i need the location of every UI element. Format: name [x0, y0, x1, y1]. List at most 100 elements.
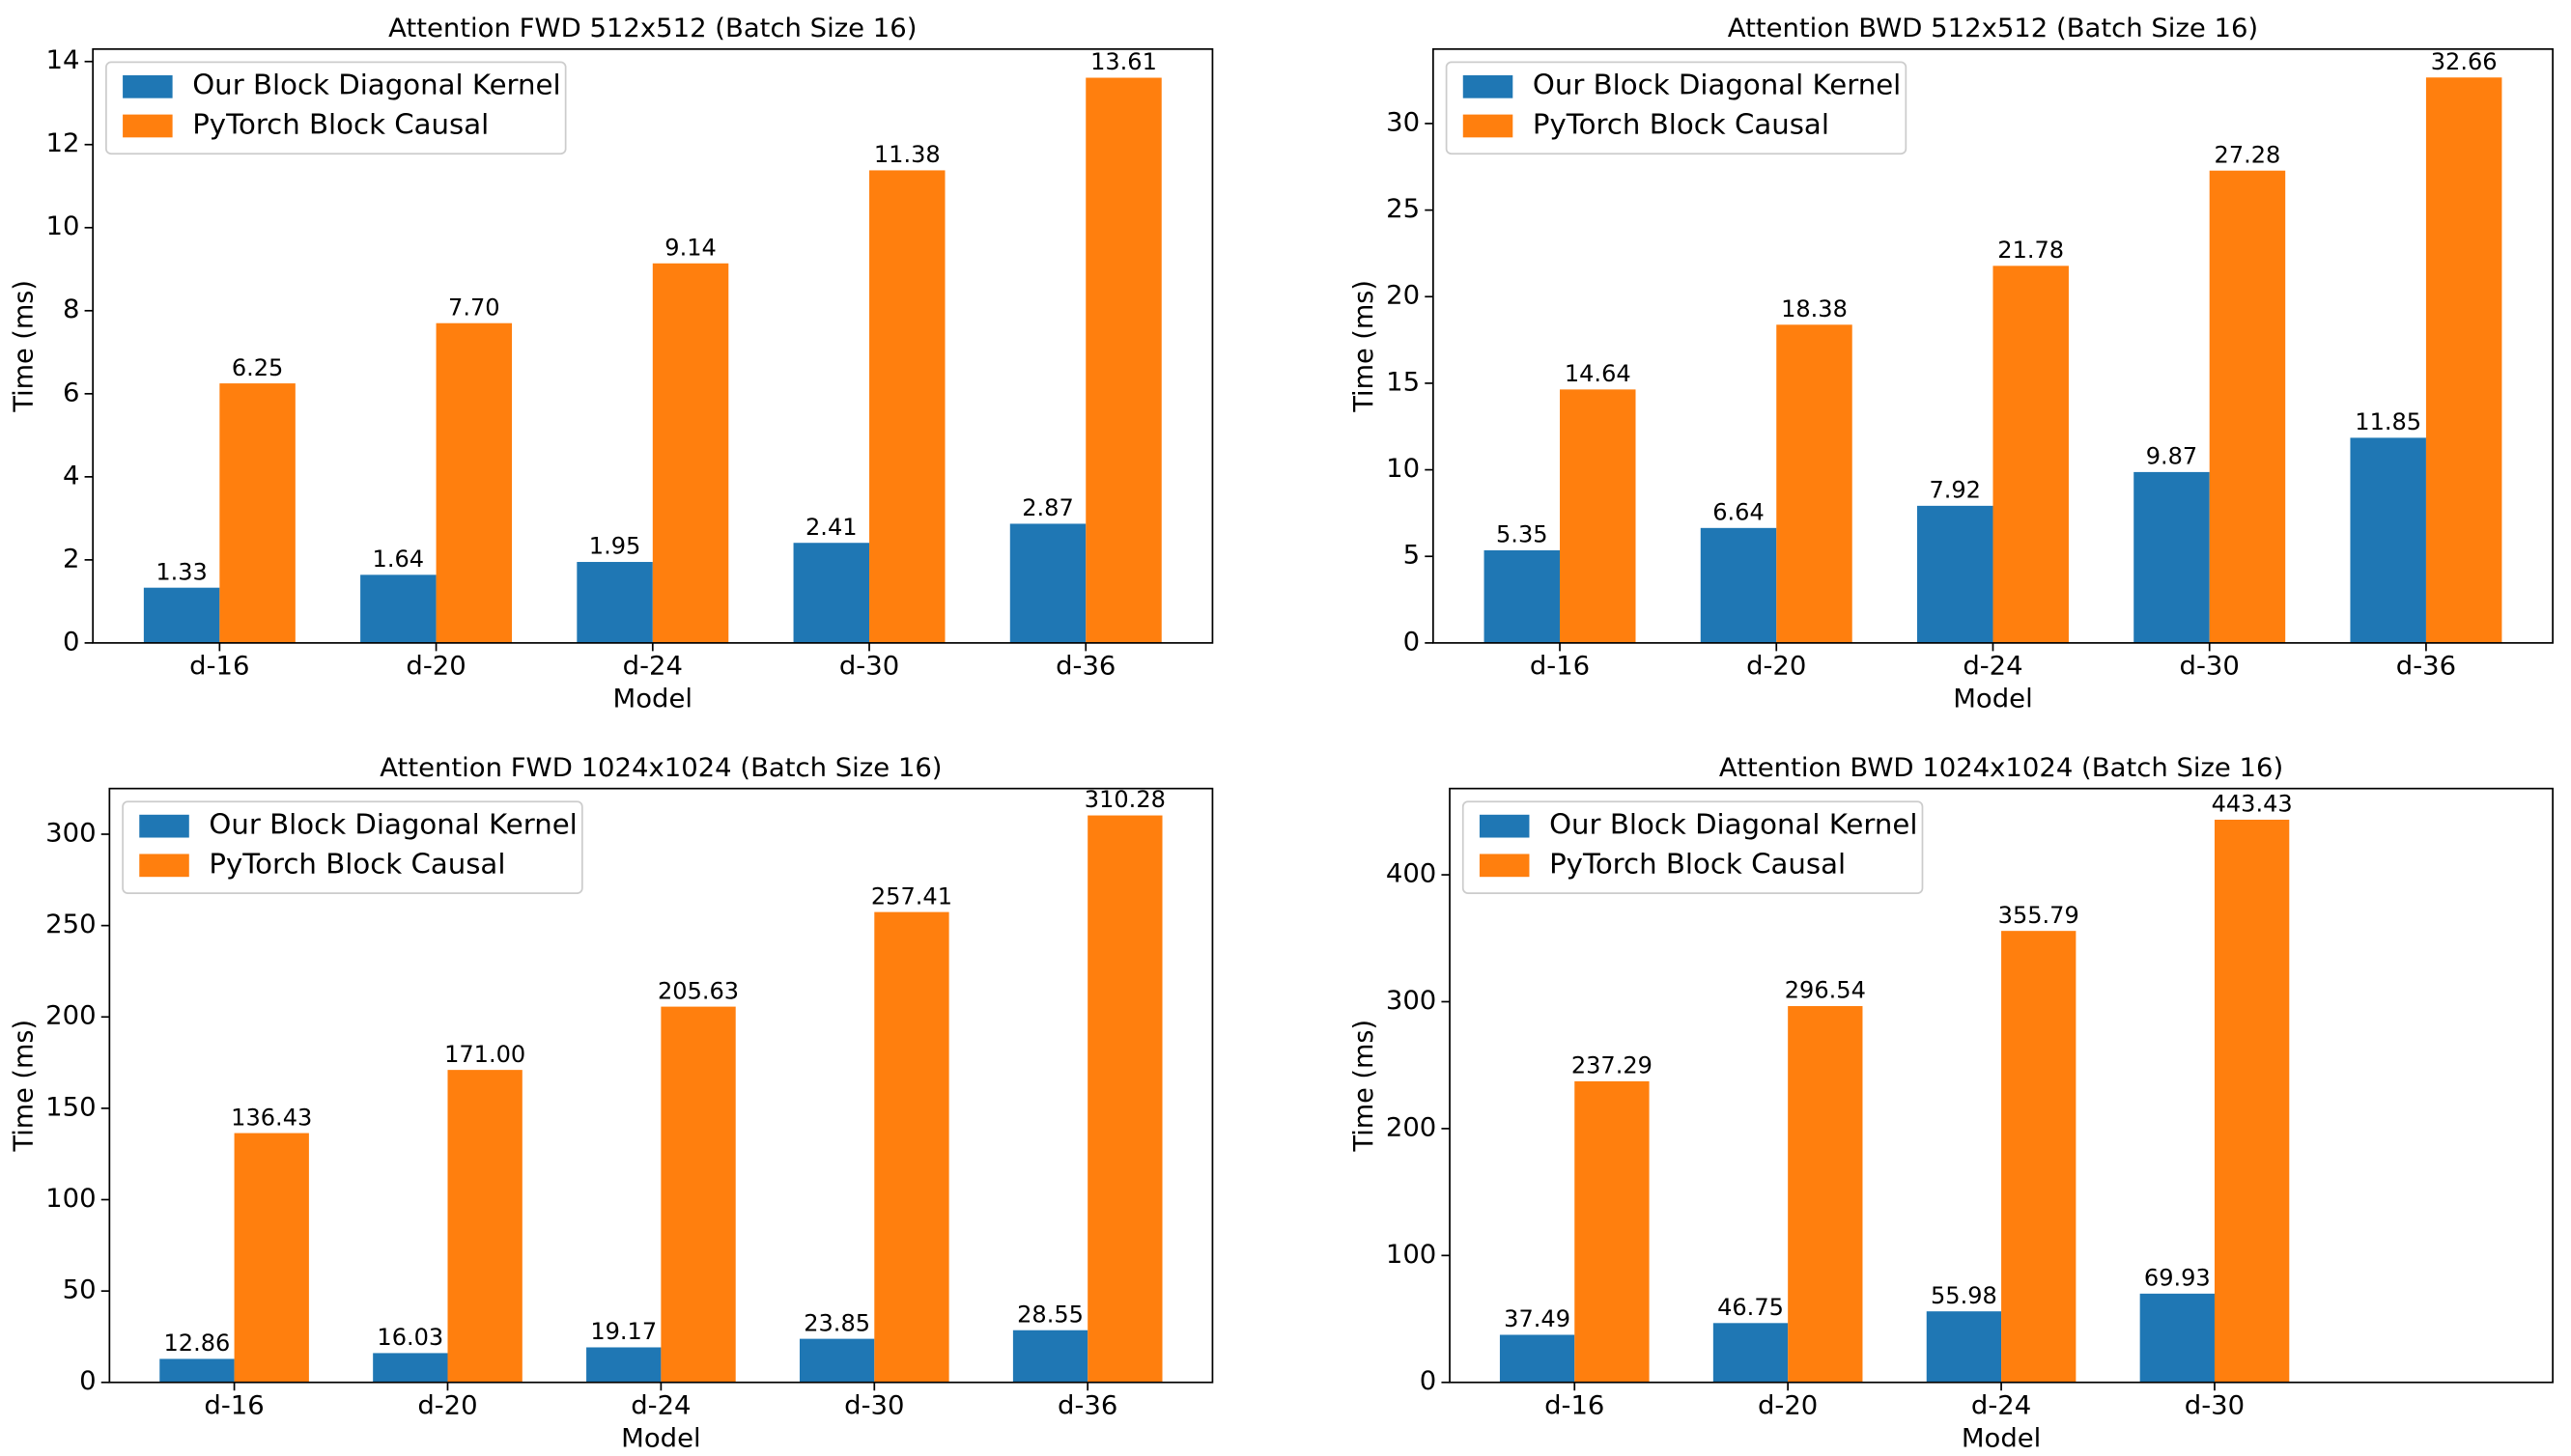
value-label: 7.92: [1929, 477, 1981, 504]
value-label: 5.35: [1496, 521, 1548, 548]
value-label: 2.87: [1022, 494, 1074, 521]
value-label: 1.64: [373, 546, 425, 573]
value-label: 32.66: [2431, 48, 2498, 75]
plot-frame: [108, 787, 1214, 1384]
bar: [2133, 471, 2210, 643]
value-label: 13.61: [1090, 48, 1157, 75]
bar: [869, 170, 946, 643]
value-label: 257.41: [871, 882, 952, 910]
y-tick-label: 300: [45, 819, 96, 849]
bar: [1712, 1323, 1789, 1383]
x-tick-label: d-20: [406, 652, 466, 682]
x-tick-label: d-24: [1971, 1391, 2031, 1421]
plot-frame: [1431, 47, 2554, 644]
value-label: 69.93: [2144, 1265, 2211, 1292]
value-label: 21.78: [1997, 237, 2064, 264]
chart-title: Attention FWD 512x512 (Batch Size 16): [388, 14, 917, 43]
x-axis-label: Model: [613, 685, 692, 714]
y-tick-label: 50: [63, 1275, 97, 1305]
value-label: 1.33: [155, 559, 208, 586]
chart-title: Attention FWD 1024x1024 (Batch Size 16): [380, 753, 942, 783]
bar: [874, 911, 949, 1383]
value-label: 9.14: [664, 235, 717, 262]
bar: [1700, 527, 1777, 643]
panel: Attention FWD 512x512 (Batch Size 16) 0 2 4…: [9, 14, 1214, 714]
legend-box: [1445, 61, 1907, 155]
y-tick-label: 200: [45, 1001, 96, 1031]
x-tick-label: d-30: [844, 1391, 904, 1421]
x-tick-label: d-24: [623, 652, 683, 682]
x-tick-label: d-30: [839, 652, 899, 682]
bar: [2425, 77, 2502, 643]
panel: Attention BWD 512x512 (Batch Size 16) 0 5 1…: [1349, 14, 2554, 714]
value-label: 136.43: [231, 1104, 312, 1131]
x-axis-label: Model: [1953, 685, 2032, 714]
bar: [159, 1358, 235, 1383]
bar: [2209, 170, 2286, 643]
x-tick-label: d-16: [204, 1391, 264, 1421]
bar: [1483, 549, 1561, 643]
y-tick-label: 0: [1403, 628, 1420, 658]
x-tick-label: d-16: [1530, 652, 1590, 682]
x-tick-label: d-36: [2396, 652, 2456, 682]
legend-label: PyTorch Block Causal: [1549, 847, 1846, 880]
bar: [586, 1347, 662, 1383]
legend-box: [105, 61, 567, 155]
panel: Attention FWD 1024x1024 (Batch Size 16) 0…: [9, 753, 1214, 1454]
bar: [652, 263, 729, 643]
y-tick-label: 8: [63, 294, 79, 324]
y-tick-label: 0: [79, 1366, 96, 1396]
y-tick-label: 400: [1386, 859, 1436, 889]
value-label: 27.28: [2215, 142, 2281, 169]
x-tick-label: d-24: [1963, 652, 2022, 682]
bar: [2350, 437, 2426, 643]
value-label: 2.41: [805, 514, 858, 541]
legend-label: PyTorch Block Causal: [192, 108, 489, 141]
y-tick-label: 2: [63, 544, 79, 574]
bar: [2214, 819, 2290, 1383]
bar: [577, 562, 653, 643]
x-tick-label: d-20: [417, 1391, 477, 1421]
legend-swatch: [139, 854, 189, 878]
x-tick-label: d-16: [1544, 1391, 1604, 1421]
y-tick-label: 300: [1386, 986, 1436, 1016]
panel: Attention BWD 1024x1024 (Batch Size 16) 0…: [1349, 753, 2554, 1454]
x-axis-label: Model: [621, 1424, 700, 1454]
y-tick-label: 100: [1386, 1240, 1436, 1270]
legend-swatch: [1479, 814, 1530, 838]
legend-swatch: [1479, 854, 1530, 878]
bar: [373, 1353, 448, 1383]
x-axis-label: Model: [1962, 1424, 2041, 1454]
bar: [1012, 1330, 1088, 1383]
legend-label: PyTorch Block Causal: [1533, 108, 1829, 141]
bar: [1992, 266, 2069, 643]
bar: [1009, 523, 1087, 643]
bar: [360, 574, 437, 643]
bar: [436, 322, 513, 643]
bar: [219, 383, 296, 643]
plot-frame: [1449, 787, 2554, 1384]
bar: [793, 543, 870, 643]
bar: [1574, 1080, 1650, 1383]
y-axis-label: Time (ms): [1349, 1020, 1379, 1153]
y-tick-label: 100: [45, 1184, 96, 1214]
bar: [1088, 815, 1163, 1383]
bar: [143, 587, 220, 643]
value-label: 443.43: [2212, 791, 2293, 818]
value-label: 11.85: [2355, 408, 2421, 435]
y-tick-label: 6: [63, 378, 79, 407]
x-tick-label: d-30: [2185, 1391, 2245, 1421]
y-tick-label: 4: [63, 461, 79, 490]
x-tick-label: d-24: [631, 1391, 691, 1421]
y-tick-label: 10: [1386, 454, 1420, 484]
value-label: 355.79: [1998, 902, 2079, 929]
plot-frame: [92, 47, 1214, 644]
legend-swatch: [123, 74, 173, 98]
value-label: 23.85: [804, 1309, 870, 1336]
y-tick-label: 15: [1386, 368, 1420, 398]
bar: [234, 1133, 309, 1383]
x-tick-label: d-20: [1758, 1391, 1818, 1421]
bar: [1926, 1311, 2002, 1383]
y-tick-label: 5: [1403, 541, 1420, 571]
